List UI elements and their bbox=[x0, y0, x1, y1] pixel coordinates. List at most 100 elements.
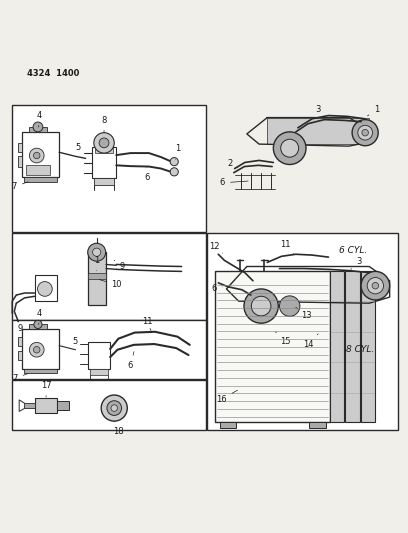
Text: 5: 5 bbox=[73, 337, 78, 346]
Text: 7: 7 bbox=[12, 374, 28, 383]
Bar bbox=[88, 272, 106, 279]
Bar bbox=[18, 337, 22, 346]
Text: 1: 1 bbox=[368, 105, 379, 116]
Text: 18: 18 bbox=[113, 421, 124, 436]
Bar bbox=[12, 233, 206, 320]
Text: 6: 6 bbox=[144, 167, 150, 182]
Bar bbox=[345, 254, 367, 266]
Text: 12: 12 bbox=[209, 241, 222, 253]
Text: 9: 9 bbox=[114, 261, 125, 271]
Bar bbox=[88, 252, 106, 305]
Bar bbox=[241, 299, 255, 311]
Bar bbox=[220, 422, 236, 427]
Text: 7: 7 bbox=[11, 182, 28, 191]
Bar bbox=[90, 368, 108, 375]
Circle shape bbox=[29, 342, 44, 357]
Circle shape bbox=[361, 271, 390, 300]
Circle shape bbox=[367, 278, 384, 294]
Text: 4324  1400: 4324 1400 bbox=[27, 69, 79, 78]
Text: 10: 10 bbox=[99, 280, 122, 289]
Circle shape bbox=[88, 243, 106, 261]
Circle shape bbox=[362, 130, 368, 136]
Text: 13: 13 bbox=[296, 308, 311, 320]
Bar bbox=[24, 369, 57, 374]
Bar bbox=[29, 325, 47, 328]
Bar bbox=[251, 320, 279, 334]
Bar bbox=[330, 271, 344, 422]
Text: 17: 17 bbox=[41, 381, 51, 397]
Circle shape bbox=[358, 125, 373, 140]
Text: 8: 8 bbox=[101, 116, 107, 133]
Bar bbox=[24, 403, 35, 408]
Circle shape bbox=[251, 296, 271, 316]
Bar bbox=[207, 233, 398, 430]
Bar bbox=[12, 379, 206, 430]
Text: 6: 6 bbox=[211, 285, 222, 294]
Bar bbox=[267, 118, 369, 144]
Circle shape bbox=[111, 405, 118, 411]
Circle shape bbox=[33, 152, 40, 159]
Circle shape bbox=[273, 132, 306, 165]
Bar bbox=[18, 156, 22, 166]
Text: 1: 1 bbox=[175, 144, 180, 159]
Bar bbox=[253, 254, 275, 266]
Text: 16: 16 bbox=[216, 390, 237, 403]
Circle shape bbox=[34, 320, 42, 328]
Bar bbox=[92, 147, 116, 177]
Bar bbox=[215, 271, 330, 422]
Text: 2: 2 bbox=[227, 159, 238, 168]
Bar bbox=[12, 320, 206, 379]
Bar bbox=[361, 271, 375, 422]
Circle shape bbox=[170, 158, 178, 166]
Text: 11: 11 bbox=[280, 239, 294, 254]
Bar bbox=[314, 254, 337, 266]
Circle shape bbox=[244, 289, 278, 323]
Bar bbox=[95, 147, 113, 153]
Text: 4: 4 bbox=[36, 111, 41, 127]
Bar bbox=[35, 398, 57, 414]
Bar bbox=[308, 321, 341, 336]
Bar bbox=[18, 143, 22, 152]
Circle shape bbox=[33, 122, 43, 132]
Bar bbox=[284, 254, 306, 266]
Circle shape bbox=[107, 401, 122, 415]
Bar bbox=[29, 127, 47, 132]
Circle shape bbox=[101, 395, 127, 421]
Text: 9: 9 bbox=[18, 320, 23, 334]
Text: 11: 11 bbox=[142, 317, 152, 330]
Text: 15: 15 bbox=[275, 332, 291, 346]
Text: 6: 6 bbox=[128, 352, 134, 370]
Circle shape bbox=[38, 281, 52, 296]
Text: 5: 5 bbox=[75, 143, 80, 152]
Bar bbox=[12, 106, 206, 232]
Text: 3: 3 bbox=[351, 257, 362, 269]
Text: 4: 4 bbox=[36, 309, 41, 325]
Text: 1: 1 bbox=[94, 256, 99, 271]
Text: 14: 14 bbox=[303, 334, 318, 349]
Bar bbox=[18, 351, 22, 360]
Bar bbox=[247, 266, 369, 302]
Bar bbox=[26, 165, 50, 175]
Text: 6: 6 bbox=[220, 179, 248, 188]
Circle shape bbox=[279, 296, 300, 316]
Circle shape bbox=[29, 148, 44, 163]
Text: 3: 3 bbox=[315, 105, 324, 118]
Bar bbox=[35, 274, 57, 301]
Bar bbox=[94, 177, 114, 185]
Circle shape bbox=[33, 346, 40, 353]
Bar bbox=[88, 342, 110, 368]
Text: 6 CYL.: 6 CYL. bbox=[339, 246, 367, 255]
Bar bbox=[345, 271, 360, 422]
Circle shape bbox=[281, 139, 299, 157]
Circle shape bbox=[372, 282, 379, 289]
Bar bbox=[309, 422, 326, 427]
Circle shape bbox=[99, 138, 109, 148]
Circle shape bbox=[170, 168, 178, 176]
Circle shape bbox=[352, 119, 378, 146]
Bar bbox=[24, 177, 57, 182]
Bar bbox=[57, 401, 69, 410]
Circle shape bbox=[93, 248, 101, 256]
Circle shape bbox=[94, 133, 114, 153]
Text: 8 CYL.: 8 CYL. bbox=[346, 345, 374, 354]
Bar bbox=[22, 132, 59, 177]
